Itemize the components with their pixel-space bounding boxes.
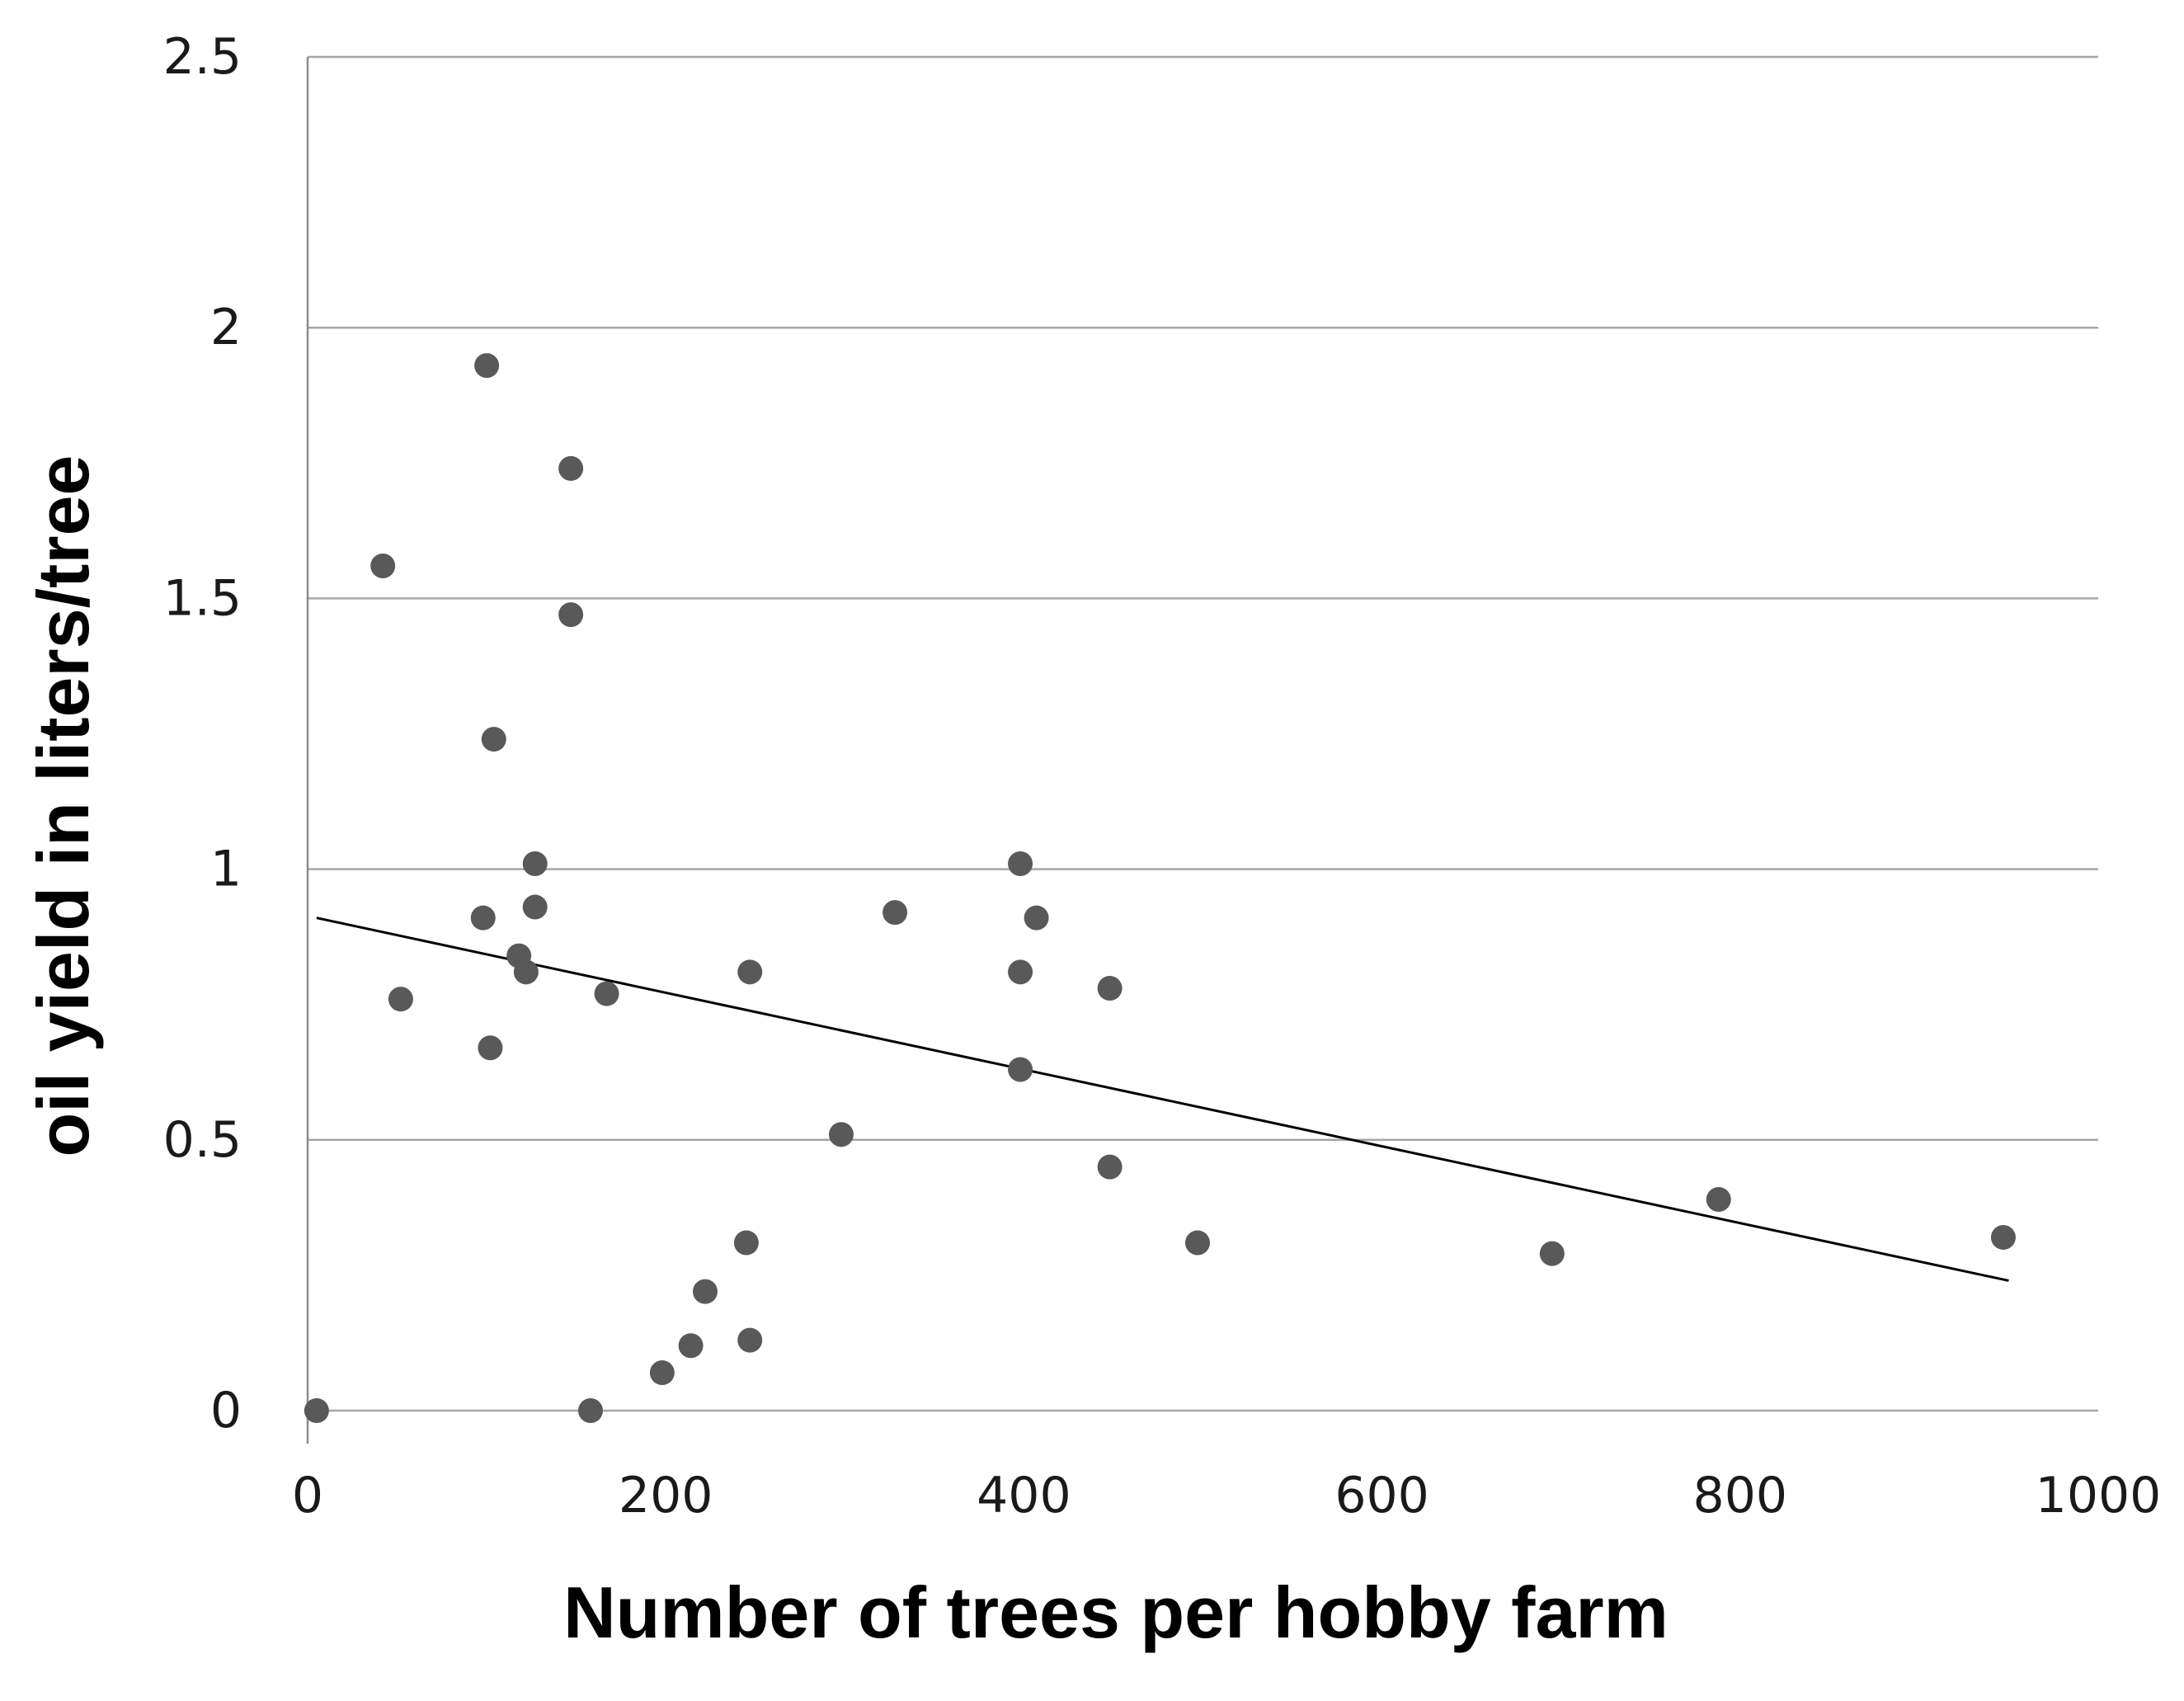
x-tick-label: 1000 [2036,1467,2162,1524]
data-point [649,1360,675,1386]
data-point [1097,1154,1123,1180]
data-point [594,981,619,1006]
data-point [370,554,396,579]
data-point [1008,959,1033,985]
data-point [1008,851,1033,877]
data-point [1024,905,1049,931]
data-point [304,1398,329,1423]
y-tick-label: 1.5 [163,569,242,627]
gridlines [308,55,2098,1412]
y-tick-label: 0.5 [163,1111,242,1169]
x-tick-label: 400 [977,1467,1071,1524]
x-tick-labels: 0 200 400 600 800 1000 [292,1467,2161,1524]
data-point [737,959,763,985]
x-tick-label: 0 [292,1467,323,1524]
data-point [388,987,413,1012]
data-point [1184,1230,1210,1256]
data-point [692,1279,718,1304]
trendline [316,916,2009,1282]
data-point [470,905,496,931]
data-point [828,1122,854,1147]
y-tick-label: 2.5 [163,28,242,86]
y-axis-title: oil yield in liters/tree [22,455,104,1157]
data-point [883,900,908,926]
x-tick-label: 600 [1334,1467,1429,1524]
y-tick-label: 2 [210,299,242,356]
data-point [1008,1057,1033,1082]
data-point [478,1035,503,1061]
y-tick-label: 1 [210,841,242,898]
x-tick-label: 800 [1693,1467,1788,1524]
data-point [558,602,584,628]
data-point [733,1230,759,1256]
y-tick-label: 0 [210,1382,242,1439]
data-point [578,1398,604,1423]
data-point [558,455,584,481]
data-point [474,353,500,379]
data-point [1097,976,1123,1001]
data-point [522,851,548,877]
data-point [522,894,548,920]
data-point [1706,1187,1731,1213]
data-points [304,353,2016,1423]
data-point [481,727,506,752]
y-tick-labels: 0 0.5 1 1.5 2 2.5 [163,28,242,1439]
data-point [513,959,539,985]
data-point [1539,1241,1565,1266]
x-axis-title: Number of trees per hobby farm [563,1571,1669,1653]
trendline-layer [316,916,2009,1282]
x-tick-label: 200 [619,1467,713,1524]
data-point [1990,1224,2016,1250]
data-point [737,1327,763,1353]
data-point [678,1333,704,1359]
